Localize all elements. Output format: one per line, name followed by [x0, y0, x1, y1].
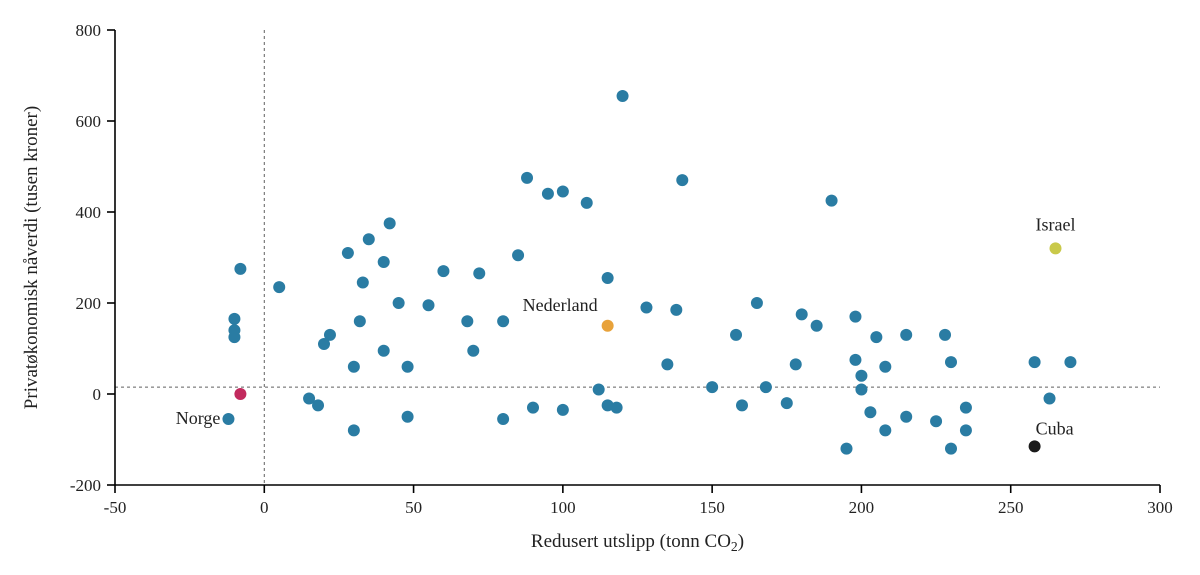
x-tick-label: 0 [260, 498, 269, 517]
data-point [870, 331, 882, 343]
data-point [1044, 393, 1056, 405]
data-point [617, 90, 629, 102]
x-tick-label: -50 [104, 498, 127, 517]
data-point [363, 233, 375, 245]
data-point [930, 415, 942, 427]
highlight-point [602, 320, 614, 332]
highlight-point [234, 388, 246, 400]
data-point [864, 406, 876, 418]
chart-svg: Norge Nederland Israel Cuba -50 0 50 100 150 200 2… [0, 0, 1200, 575]
data-point [939, 329, 951, 341]
data-point [736, 399, 748, 411]
data-point [234, 263, 246, 275]
data-point [826, 195, 838, 207]
data-point [676, 174, 688, 186]
data-point [1064, 356, 1076, 368]
data-point [497, 315, 509, 327]
data-point [378, 345, 390, 357]
data-point [557, 186, 569, 198]
x-tick-label: 300 [1147, 498, 1173, 517]
data-point [900, 411, 912, 423]
y-axis-label: Privatøkonomisk nåverdi (tusen kroner) [21, 106, 42, 409]
y-tick-label: -200 [70, 476, 101, 495]
data-point [581, 197, 593, 209]
y-tick-label: 400 [76, 203, 102, 222]
x-tick-label: 100 [550, 498, 576, 517]
data-point [354, 315, 366, 327]
y-tick-label: 0 [93, 385, 102, 404]
data-point [960, 424, 972, 436]
x-tick-label: 150 [699, 498, 725, 517]
data-point [855, 370, 867, 382]
highlight-point [1050, 242, 1062, 254]
y-tick-label: 200 [76, 294, 102, 313]
data-point [273, 281, 285, 293]
data-point [348, 361, 360, 373]
data-point [900, 329, 912, 341]
data-point [855, 383, 867, 395]
data-point [796, 308, 808, 320]
data-point [521, 172, 533, 184]
data-point [437, 265, 449, 277]
data-point [811, 320, 823, 332]
data-point [945, 443, 957, 455]
data-point [357, 277, 369, 289]
data-point [228, 324, 240, 336]
data-point [661, 358, 673, 370]
x-tick-label: 200 [849, 498, 875, 517]
data-point [222, 413, 234, 425]
data-point [527, 402, 539, 414]
data-point [384, 217, 396, 229]
data-point [790, 358, 802, 370]
highlight-label: Norge [176, 408, 221, 428]
data-point [467, 345, 479, 357]
data-point [228, 313, 240, 325]
data-point [879, 361, 891, 373]
data-point [473, 267, 485, 279]
scatter-chart: Norge Nederland Israel Cuba -50 0 50 100 150 200 2… [0, 0, 1200, 575]
data-point [342, 247, 354, 259]
x-axis-label: Redusert utslipp (tonn CO2) [531, 531, 744, 554]
data-point [542, 188, 554, 200]
highlight-label: Nederland [523, 295, 598, 315]
data-point [945, 356, 957, 368]
data-point [640, 302, 652, 314]
data-point [670, 304, 682, 316]
data-point [402, 411, 414, 423]
data-point [849, 311, 861, 323]
y-tick-label: 800 [76, 21, 102, 40]
data-point [751, 297, 763, 309]
data-point [348, 424, 360, 436]
data-point [423, 299, 435, 311]
data-point [1029, 356, 1041, 368]
data-point [378, 256, 390, 268]
data-point [497, 413, 509, 425]
x-tick-label: 50 [405, 498, 422, 517]
data-point [602, 272, 614, 284]
data-point [849, 354, 861, 366]
data-point [879, 424, 891, 436]
data-point [760, 381, 772, 393]
data-point [960, 402, 972, 414]
highlight-point [1029, 440, 1041, 452]
data-point [402, 361, 414, 373]
data-point [841, 443, 853, 455]
data-point [461, 315, 473, 327]
data-point [557, 404, 569, 416]
data-point [512, 249, 524, 261]
data-point [730, 329, 742, 341]
data-point [781, 397, 793, 409]
data-point [324, 329, 336, 341]
data-point [393, 297, 405, 309]
data-point [312, 399, 324, 411]
data-point [706, 381, 718, 393]
highlight-label: Israel [1036, 214, 1076, 234]
data-point [611, 402, 623, 414]
x-tick-label: 250 [998, 498, 1024, 517]
highlight-label: Cuba [1036, 418, 1074, 438]
y-tick-label: 600 [76, 112, 102, 131]
data-point [593, 383, 605, 395]
